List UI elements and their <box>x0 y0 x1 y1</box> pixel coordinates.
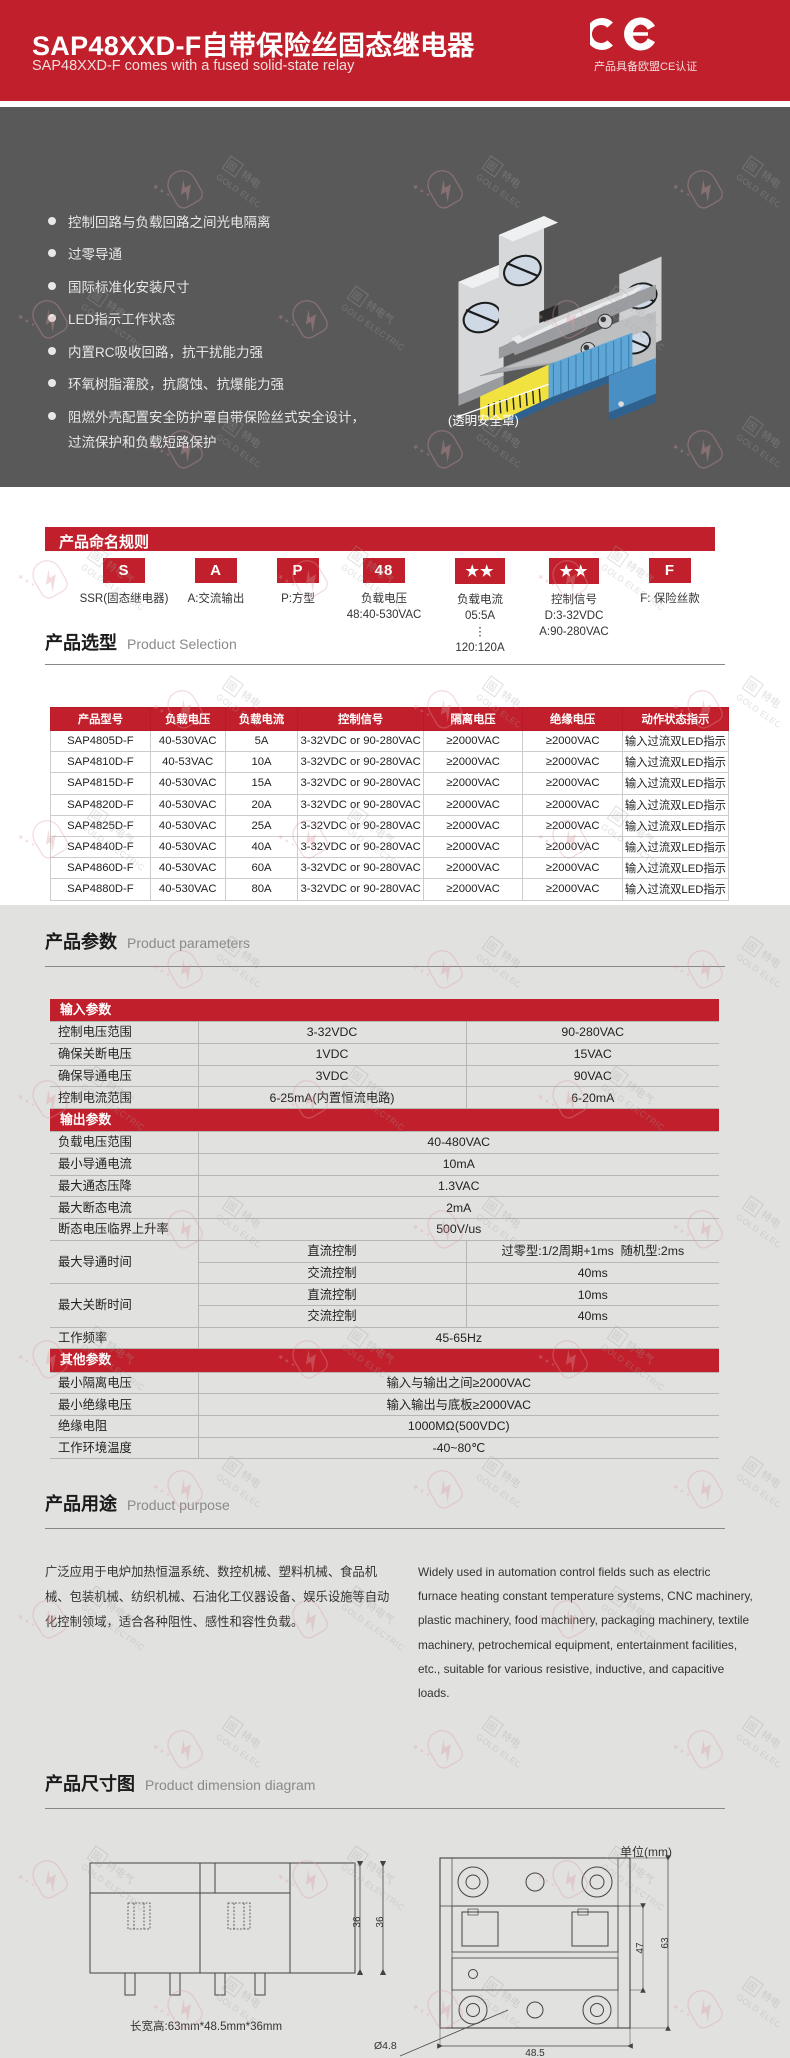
svg-text:48.5: 48.5 <box>525 2048 545 2058</box>
svg-text:63: 63 <box>660 1937 671 1949</box>
svg-text:36: 36 <box>375 1916 386 1928</box>
svg-text:47: 47 <box>635 1942 646 1954</box>
svg-text:36: 36 <box>352 1916 363 1928</box>
